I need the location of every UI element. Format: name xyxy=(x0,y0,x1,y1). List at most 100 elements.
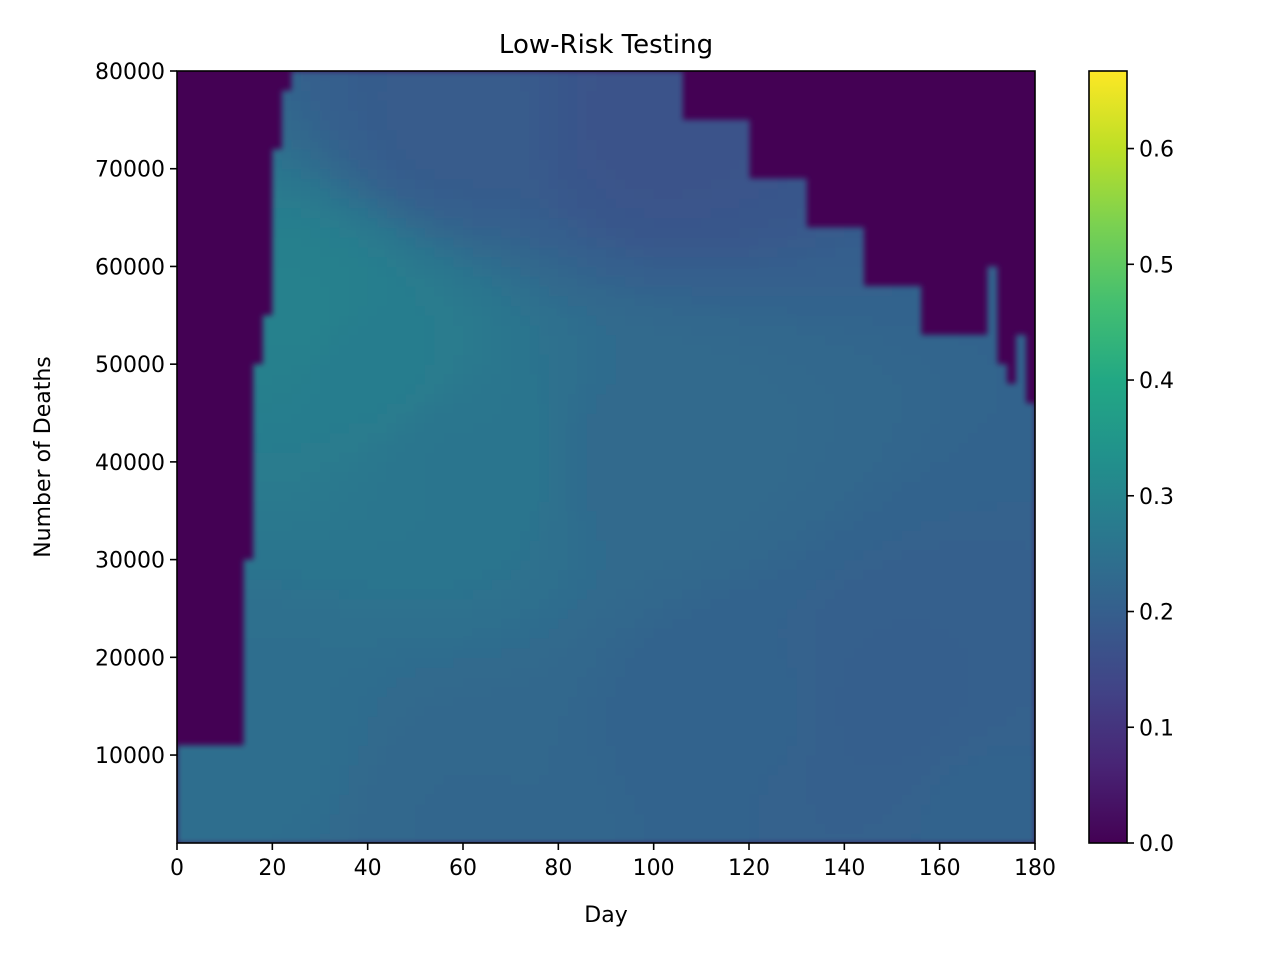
heatmap-cell xyxy=(320,413,331,424)
heatmap-cell xyxy=(825,569,836,580)
heatmap-cell xyxy=(272,676,283,688)
heatmap-cell xyxy=(606,715,617,727)
heatmap-cell xyxy=(453,383,464,395)
heatmap-cell xyxy=(634,530,645,541)
heatmap-cell xyxy=(787,735,798,746)
heatmap-cell xyxy=(320,569,331,580)
heatmap-cell xyxy=(472,80,483,92)
heatmap-cell xyxy=(758,696,769,707)
heatmap-cell xyxy=(739,579,750,590)
heatmap-cell xyxy=(663,217,674,228)
heatmap-cell xyxy=(777,657,788,668)
heatmap-cell xyxy=(253,618,264,629)
heatmap-cell xyxy=(806,569,817,580)
heatmap-cell xyxy=(644,100,655,111)
heatmap-cell xyxy=(424,784,435,795)
heatmap-cell xyxy=(415,549,426,561)
heatmap-cell xyxy=(386,647,397,658)
heatmap-cell xyxy=(339,647,350,658)
heatmap-cell xyxy=(482,676,493,688)
heatmap-cell xyxy=(749,305,760,316)
heatmap-cell xyxy=(863,588,874,600)
heatmap-cell xyxy=(872,755,884,766)
heatmap-cell xyxy=(434,158,445,170)
heatmap-cell xyxy=(796,383,807,395)
heatmap-cell xyxy=(672,178,683,189)
heatmap-cell xyxy=(329,559,340,570)
heatmap-cell xyxy=(424,823,435,834)
heatmap-cell xyxy=(691,491,702,502)
heatmap-cell xyxy=(262,393,273,404)
heatmap-cell xyxy=(739,530,750,541)
heatmap-cell xyxy=(310,315,321,326)
heatmap-cell xyxy=(367,657,378,668)
heatmap-cell xyxy=(853,735,864,746)
heatmap-cell xyxy=(758,178,769,189)
heatmap-cell xyxy=(577,403,588,414)
heatmap-cell xyxy=(262,725,273,737)
heatmap-cell xyxy=(615,285,626,297)
heatmap-cell xyxy=(548,530,559,541)
heatmap-cell xyxy=(453,774,464,785)
heatmap-cell xyxy=(758,334,769,346)
heatmap-cell xyxy=(291,618,302,629)
heatmap-cell xyxy=(443,149,455,160)
heatmap-cell xyxy=(367,735,378,746)
heatmap-cell xyxy=(243,618,254,629)
heatmap-cell xyxy=(234,745,245,756)
heatmap-cell xyxy=(463,520,474,531)
heatmap-cell xyxy=(539,676,550,688)
heatmap-cell xyxy=(586,71,598,82)
heatmap-cell xyxy=(262,325,273,336)
heatmap-cell xyxy=(310,667,321,678)
heatmap-cell xyxy=(806,725,817,737)
heatmap-cell xyxy=(320,168,331,180)
heatmap-cell xyxy=(424,334,435,346)
heatmap-cell xyxy=(586,500,598,512)
heatmap-cell xyxy=(796,295,807,307)
heatmap-cell xyxy=(472,676,483,688)
heatmap-cell xyxy=(663,198,674,209)
heatmap-cell xyxy=(339,383,350,395)
heatmap-cell xyxy=(815,803,826,815)
heatmap-cell xyxy=(348,139,359,150)
heatmap-cell xyxy=(520,325,531,336)
heatmap-cell xyxy=(853,579,864,590)
heatmap-cell xyxy=(548,71,559,82)
heatmap-cell xyxy=(586,129,598,140)
heatmap-cell xyxy=(653,364,664,375)
heatmap-cell xyxy=(663,706,674,717)
heatmap-cell xyxy=(367,129,378,140)
heatmap-cell xyxy=(739,344,750,355)
heatmap-cell xyxy=(281,119,292,131)
heatmap-cell xyxy=(367,383,378,395)
heatmap-cell xyxy=(253,823,264,834)
heatmap-cell xyxy=(548,579,559,590)
heatmap-cell xyxy=(586,549,598,561)
heatmap-cell xyxy=(872,833,884,843)
heatmap-cell xyxy=(443,540,455,551)
heatmap-cell xyxy=(405,696,416,707)
heatmap-cell xyxy=(472,510,483,522)
heatmap-cell xyxy=(491,715,502,727)
heatmap-cell xyxy=(510,237,521,248)
heatmap-cell xyxy=(806,510,817,522)
heatmap-cell xyxy=(558,715,569,727)
heatmap-cell xyxy=(834,618,845,629)
heatmap-cell xyxy=(415,520,426,531)
heatmap-cell xyxy=(558,794,569,805)
heatmap-cell xyxy=(729,207,741,219)
heatmap-cell xyxy=(424,227,435,238)
heatmap-cell xyxy=(558,540,569,551)
heatmap-cell xyxy=(682,334,693,346)
heatmap-cell xyxy=(405,608,416,619)
heatmap-cell xyxy=(596,510,607,522)
heatmap-cell xyxy=(472,383,483,395)
heatmap-cell xyxy=(300,344,312,355)
heatmap-cell xyxy=(272,794,283,805)
heatmap-cell xyxy=(787,588,798,600)
heatmap-cell xyxy=(749,794,760,805)
heatmap-cell xyxy=(510,325,521,336)
heatmap-cell xyxy=(243,686,254,698)
heatmap-cell xyxy=(691,686,702,698)
